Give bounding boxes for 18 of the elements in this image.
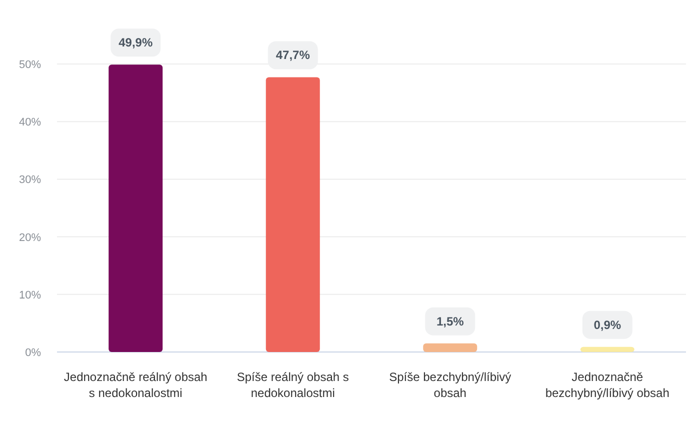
bar [580,346,634,352]
bar [423,343,478,352]
data-label: 1,5% [436,314,464,328]
y-tick-label: 50% [18,59,42,71]
y-tick-label: 0% [25,347,42,359]
data-label: 47,7% [276,48,310,62]
y-tick-label: 20% [18,232,42,244]
y-tick-label: 10% [18,289,42,302]
y-tick-label: 40% [18,116,42,129]
x-tick-label: Jednoznačně reálný obsah s nedokonalostmi [64,370,208,400]
bar [266,77,320,352]
bar [108,64,163,352]
y-tick-label: 30% [18,174,42,186]
x-tick-label: Jednoznačně bezchybný/líbivý obsah [545,370,670,400]
x-tick-label: Spíše bezchybný/líbivý obsah [389,370,512,400]
data-label: 0,9% [594,318,622,332]
x-tick-label: Spíše reálný obsah s nedokonalostmi [236,370,349,400]
data-label: 49,9% [118,36,153,50]
